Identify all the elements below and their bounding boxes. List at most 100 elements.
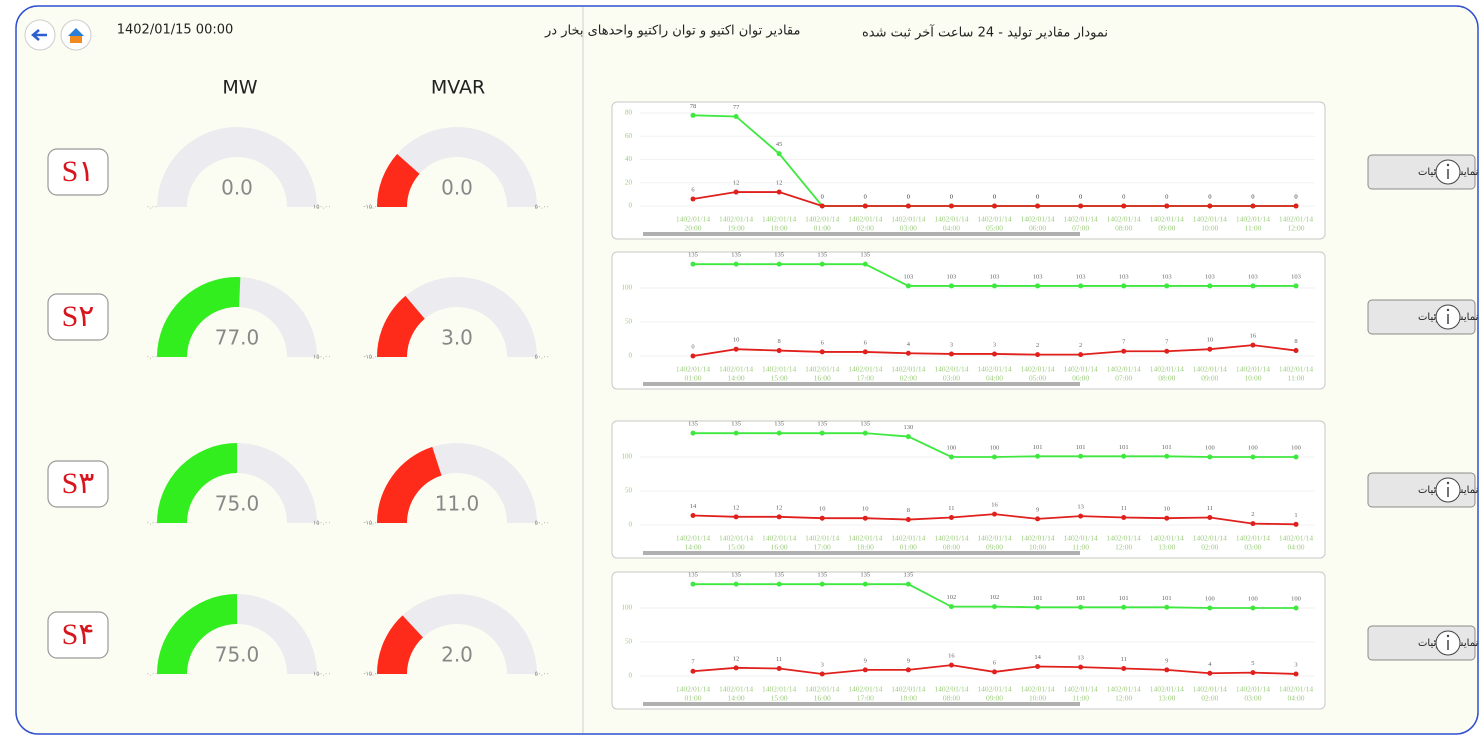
data-label: 0 (1122, 193, 1125, 200)
point (1207, 605, 1213, 611)
x-tick-date: 1402/01/14 (934, 534, 968, 543)
x-tick-date: 1402/01/14 (719, 534, 753, 543)
point (1250, 670, 1256, 676)
data-label: 2 (1079, 342, 1082, 349)
data-label: 10 (1164, 506, 1171, 513)
x-tick-label: 18:00 (857, 543, 874, 552)
point (905, 581, 911, 587)
x-tick-label: 10:00 (1201, 224, 1218, 233)
x-tick-date: 1402/01/14 (848, 365, 882, 374)
data-label: 12 (733, 504, 740, 511)
x-tick-date: 1402/01/14 (676, 534, 710, 543)
point (948, 283, 954, 289)
x-tick-date: 1402/01/14 (977, 215, 1011, 224)
chart-box (611, 420, 1326, 559)
x-tick-label: 18:00 (771, 224, 788, 233)
gauge-value-label: 3.0 (441, 326, 473, 350)
x-tick-label: 11:00 (1072, 543, 1089, 552)
point (862, 581, 868, 587)
x-tick-date: 1402/01/14 (1150, 215, 1184, 224)
data-label: 0 (950, 193, 953, 200)
x-tick-label: 03:00 (900, 224, 917, 233)
point (1035, 604, 1041, 610)
x-tick-label: 11:00 (1245, 224, 1262, 233)
point (1121, 515, 1127, 521)
x-tick-date: 1402/01/14 (719, 365, 753, 374)
point (1293, 348, 1299, 354)
gauge-value (377, 295, 425, 357)
point (992, 283, 997, 289)
details-button[interactable]: نمایش جزئیات (1367, 472, 1478, 508)
gauge-value (377, 615, 423, 674)
point (1164, 667, 1170, 673)
gauge-max-label: ۱۵۰.۰۰ (313, 204, 331, 211)
x-tick-label: 02:00 (857, 224, 874, 233)
details-button[interactable]: نمایش جزئیات (1367, 625, 1478, 661)
x-tick-date: 1402/01/14 (1150, 365, 1184, 374)
gauge-value-label: 77.0 (215, 326, 260, 350)
point (1078, 203, 1084, 209)
point (733, 514, 739, 520)
data-label: 11 (948, 505, 954, 512)
x-tick-label: 09:00 (1158, 224, 1175, 233)
x-tick-label: 02:00 (1201, 543, 1218, 552)
details-button[interactable]: نمایش جزئیات (1367, 299, 1478, 335)
gauge-max-label: ۵۰.۰۰ (535, 520, 550, 527)
data-label: 0 (1251, 193, 1254, 200)
unit-badge (47, 293, 109, 341)
x-tick-date: 1402/01/14 (1236, 215, 1270, 224)
data-label: 6 (864, 339, 868, 346)
data-label: 135 (688, 421, 698, 428)
point (1121, 203, 1127, 209)
data-label: 14 (1034, 654, 1041, 661)
data-label: 103 (947, 273, 957, 280)
gauge-min-label: -۱۵.۰۰ (364, 354, 381, 361)
back-button[interactable] (24, 19, 56, 51)
unit-label: S۱ (62, 155, 95, 188)
gauge-max-label: ۱۵۰.۰۰ (313, 354, 331, 361)
data-label: 130 (903, 424, 913, 431)
x-tick-label: 13:00 (1158, 543, 1175, 552)
data-label: 9 (864, 657, 867, 664)
gauge-value (377, 446, 442, 523)
data-label: 135 (774, 572, 784, 579)
point (905, 434, 911, 440)
details-button[interactable]: نمایش جزئیات (1367, 154, 1478, 190)
info-icon-dot (1446, 481, 1450, 485)
x-tick-label: 09:00 (986, 543, 1003, 552)
point (862, 430, 868, 436)
x-tick-date: 1402/01/14 (1064, 215, 1098, 224)
x-tick-label: 01:00 (900, 543, 917, 552)
data-label: 6 (993, 659, 997, 666)
data-label: 9 (1165, 657, 1168, 664)
point (1035, 283, 1041, 289)
x-tick-label: 08:00 (943, 543, 960, 552)
data-label: 0 (993, 193, 996, 200)
data-label: 135 (731, 421, 741, 428)
data-label: 101 (1076, 444, 1086, 451)
x-tick-label: 18:00 (900, 694, 917, 703)
x-tick-date: 1402/01/14 (1193, 215, 1227, 224)
data-label: 0 (1036, 193, 1039, 200)
point (992, 351, 997, 357)
x-tick-label: 01:00 (684, 374, 701, 383)
data-label: 0 (993, 193, 996, 200)
point (1164, 604, 1170, 610)
data-label: 4 (1208, 661, 1212, 668)
x-tick-label: 13:00 (1158, 694, 1175, 703)
point (776, 581, 782, 587)
y-tick-label: 100 (622, 604, 633, 612)
point (819, 261, 825, 267)
x-tick-date: 1402/01/14 (762, 534, 796, 543)
gauge-value (157, 443, 237, 523)
data-label: 102 (947, 594, 957, 601)
x-tick-label: 10:00 (1029, 543, 1046, 552)
data-label: 13 (1077, 504, 1084, 511)
point (690, 261, 696, 267)
column-header: MW (222, 77, 257, 99)
data-label: 10 (733, 337, 740, 344)
data-label: 100 (1291, 595, 1301, 602)
x-tick-label: 16:00 (814, 374, 831, 383)
x-tick-date: 1402/01/14 (1193, 365, 1227, 374)
home-button[interactable] (60, 19, 92, 51)
